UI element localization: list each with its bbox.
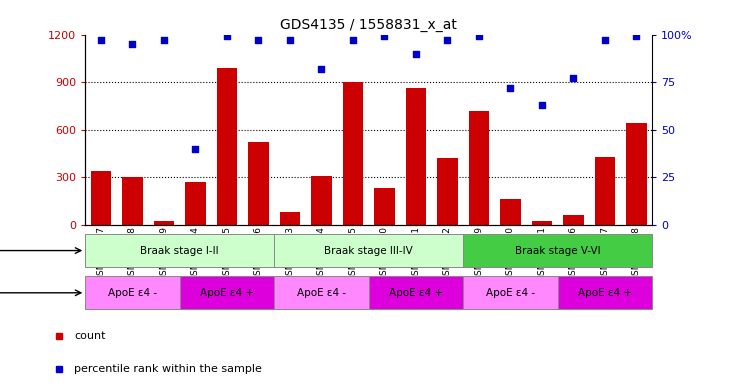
Bar (626, 123, 647, 225)
Point (158, 37, 170, 43)
Text: ApoE ε4 +: ApoE ε4 + (389, 288, 443, 298)
Text: count: count (74, 331, 106, 341)
Bar (437, 158, 458, 225)
Bar (500, 199, 521, 225)
Bar (405, 88, 426, 225)
Text: Braak stage I-II: Braak stage I-II (140, 245, 219, 256)
Bar (185, 182, 206, 225)
Bar (248, 142, 269, 225)
Text: ApoE ε4 +: ApoE ε4 + (200, 288, 254, 298)
Point (316, 66, 328, 72)
Point (379, 33, 391, 40)
Bar (463, 276, 557, 309)
Text: genotype/variation: genotype/variation (0, 288, 81, 298)
Bar (531, 222, 552, 225)
Text: disease state: disease state (0, 245, 81, 256)
Bar (557, 276, 652, 309)
Point (253, 37, 265, 43)
Text: Braak stage III-IV: Braak stage III-IV (325, 245, 413, 256)
Bar (463, 234, 652, 267)
Text: ApoE ε4 -: ApoE ε4 - (108, 288, 157, 298)
Point (442, 37, 453, 43)
Point (284, 37, 296, 43)
Point (473, 33, 485, 40)
Point (631, 33, 642, 40)
Text: Braak stage V-VI: Braak stage V-VI (515, 245, 600, 256)
Bar (85, 234, 274, 267)
Text: ApoE ε4 -: ApoE ε4 - (297, 288, 346, 298)
Point (410, 51, 422, 57)
Point (95, 37, 107, 43)
Point (505, 85, 516, 91)
Bar (85, 276, 179, 309)
Bar (594, 157, 615, 225)
Point (536, 102, 548, 108)
Bar (563, 215, 584, 225)
Text: percentile rank within the sample: percentile rank within the sample (74, 364, 262, 374)
Bar (279, 212, 300, 225)
Bar (311, 175, 332, 225)
Bar (274, 276, 369, 309)
Point (221, 33, 233, 40)
Point (190, 146, 202, 152)
Bar (179, 276, 274, 309)
Point (568, 75, 579, 81)
Title: GDS4135 / 1558831_x_at: GDS4135 / 1558831_x_at (280, 18, 457, 32)
Bar (216, 68, 237, 225)
Point (127, 41, 139, 47)
Text: ApoE ε4 -: ApoE ε4 - (486, 288, 535, 298)
Bar (368, 276, 463, 309)
Bar (274, 234, 463, 267)
Bar (153, 222, 174, 225)
Bar (342, 82, 363, 225)
Point (347, 37, 359, 43)
Bar (122, 177, 143, 225)
Bar (90, 171, 111, 225)
Text: ApoE ε4 +: ApoE ε4 + (578, 288, 632, 298)
Point (599, 37, 611, 43)
Bar (468, 111, 489, 225)
Bar (374, 188, 395, 225)
